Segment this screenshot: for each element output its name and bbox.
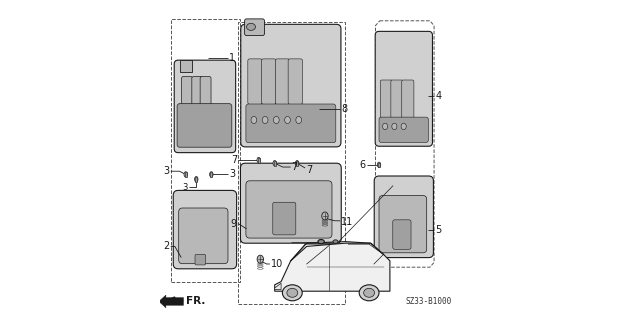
Polygon shape xyxy=(275,283,281,290)
Text: 4: 4 xyxy=(435,91,442,101)
Text: FR.: FR. xyxy=(186,296,205,306)
Text: 9: 9 xyxy=(231,219,237,229)
Ellipse shape xyxy=(383,123,388,130)
FancyBboxPatch shape xyxy=(173,190,236,269)
Text: 5: 5 xyxy=(435,225,442,236)
Text: 7: 7 xyxy=(291,162,298,172)
FancyBboxPatch shape xyxy=(246,181,332,238)
Text: 3: 3 xyxy=(182,183,188,192)
Ellipse shape xyxy=(194,177,198,182)
Bar xyxy=(378,163,380,167)
Text: 7: 7 xyxy=(231,155,237,165)
FancyBboxPatch shape xyxy=(181,76,192,108)
Ellipse shape xyxy=(257,157,261,163)
Ellipse shape xyxy=(273,161,277,166)
FancyBboxPatch shape xyxy=(177,104,232,147)
FancyBboxPatch shape xyxy=(245,19,265,36)
FancyBboxPatch shape xyxy=(248,59,262,104)
FancyBboxPatch shape xyxy=(179,208,228,264)
FancyBboxPatch shape xyxy=(200,76,211,108)
Ellipse shape xyxy=(282,285,302,301)
Text: 11: 11 xyxy=(341,217,353,228)
Ellipse shape xyxy=(401,123,406,130)
FancyBboxPatch shape xyxy=(402,80,414,118)
Ellipse shape xyxy=(333,240,338,243)
Text: 3: 3 xyxy=(229,169,235,180)
Text: 1: 1 xyxy=(229,52,235,63)
FancyBboxPatch shape xyxy=(195,254,206,265)
Bar xyxy=(238,22,345,304)
FancyBboxPatch shape xyxy=(391,80,403,118)
Ellipse shape xyxy=(392,123,397,130)
FancyBboxPatch shape xyxy=(275,59,289,104)
Ellipse shape xyxy=(322,212,328,220)
Ellipse shape xyxy=(273,116,279,124)
Ellipse shape xyxy=(364,288,374,297)
Ellipse shape xyxy=(377,162,381,167)
Bar xyxy=(178,195,232,264)
Text: 7: 7 xyxy=(306,165,312,175)
FancyBboxPatch shape xyxy=(246,104,336,143)
FancyBboxPatch shape xyxy=(380,80,392,118)
Text: 10: 10 xyxy=(271,259,283,269)
Bar xyxy=(245,168,337,238)
Polygon shape xyxy=(275,243,390,291)
Bar xyxy=(210,172,212,177)
Text: 8: 8 xyxy=(341,104,348,114)
Text: SZ33-B1000: SZ33-B1000 xyxy=(405,297,451,306)
FancyBboxPatch shape xyxy=(241,24,341,147)
FancyBboxPatch shape xyxy=(288,59,302,104)
Bar xyxy=(185,172,187,177)
Bar xyxy=(379,181,429,253)
Bar xyxy=(171,19,240,282)
Ellipse shape xyxy=(251,116,257,124)
Bar xyxy=(274,161,275,166)
Ellipse shape xyxy=(262,116,268,124)
Bar xyxy=(178,64,232,149)
Bar xyxy=(245,29,337,142)
Ellipse shape xyxy=(257,255,263,263)
FancyBboxPatch shape xyxy=(379,196,427,253)
FancyBboxPatch shape xyxy=(174,60,236,153)
FancyBboxPatch shape xyxy=(379,117,428,142)
Bar xyxy=(180,60,192,72)
Text: 3: 3 xyxy=(164,166,170,176)
Ellipse shape xyxy=(295,161,299,166)
Bar xyxy=(379,35,429,142)
Text: 2: 2 xyxy=(164,241,170,252)
Ellipse shape xyxy=(296,116,302,124)
Ellipse shape xyxy=(247,23,256,30)
FancyArrow shape xyxy=(159,295,183,308)
Ellipse shape xyxy=(210,172,213,177)
Ellipse shape xyxy=(318,239,325,244)
FancyBboxPatch shape xyxy=(374,176,433,258)
FancyBboxPatch shape xyxy=(273,202,296,235)
Bar xyxy=(296,161,298,166)
FancyBboxPatch shape xyxy=(261,59,276,104)
Ellipse shape xyxy=(184,172,187,177)
Ellipse shape xyxy=(284,116,290,124)
FancyBboxPatch shape xyxy=(393,220,411,249)
Text: 6: 6 xyxy=(360,160,366,170)
Ellipse shape xyxy=(359,285,379,301)
FancyBboxPatch shape xyxy=(375,31,433,146)
Ellipse shape xyxy=(287,288,298,297)
FancyBboxPatch shape xyxy=(192,76,203,108)
Bar xyxy=(258,158,259,163)
FancyBboxPatch shape xyxy=(240,163,341,243)
Bar xyxy=(196,177,197,182)
